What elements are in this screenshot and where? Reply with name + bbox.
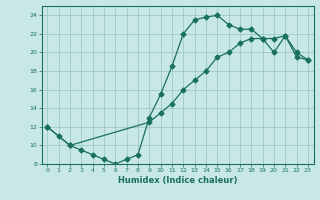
X-axis label: Humidex (Indice chaleur): Humidex (Indice chaleur) [118, 176, 237, 185]
